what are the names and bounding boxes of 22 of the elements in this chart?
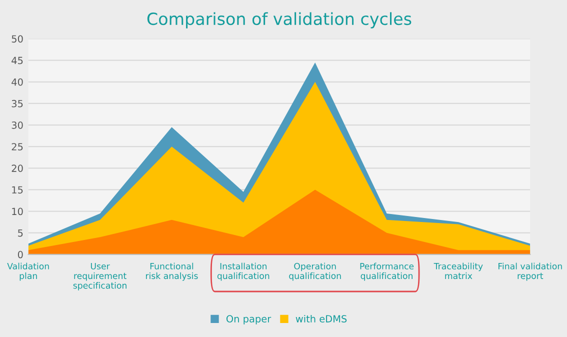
y-tick-label: 10 bbox=[12, 208, 23, 216]
y-tick-label: 5 bbox=[18, 229, 23, 237]
y-tick-label: 45 bbox=[12, 56, 23, 64]
chart-title: Comparison of validation cycles bbox=[147, 12, 412, 28]
x-tick-label: Traceability matrix bbox=[434, 262, 483, 280]
y-tick-label: 25 bbox=[12, 143, 23, 150]
x-tick-label: Functional risk analysis bbox=[146, 262, 198, 281]
y-tick-label: 0 bbox=[18, 250, 23, 258]
y-tick-label: 15 bbox=[12, 186, 23, 194]
y-tick-label: 40 bbox=[12, 78, 23, 86]
x-tick-label: Performance qualification bbox=[360, 262, 414, 281]
y-tick-label: 50 bbox=[12, 35, 23, 43]
x-tick-label: Operation qualification bbox=[289, 262, 341, 281]
y-tick-label: 20 bbox=[12, 164, 23, 172]
y-tick-label: 35 bbox=[12, 100, 23, 108]
legend-label: On paper bbox=[226, 315, 272, 324]
x-tick-label: User requirement specification bbox=[73, 263, 126, 290]
y-tick-label: 30 bbox=[12, 122, 23, 129]
x-tick-label: Final validation report bbox=[498, 262, 562, 281]
x-tick-label: Validation plan bbox=[7, 262, 49, 281]
legend-label: with eDMS bbox=[296, 314, 347, 322]
x-tick-label: Installation qualification bbox=[217, 262, 270, 281]
